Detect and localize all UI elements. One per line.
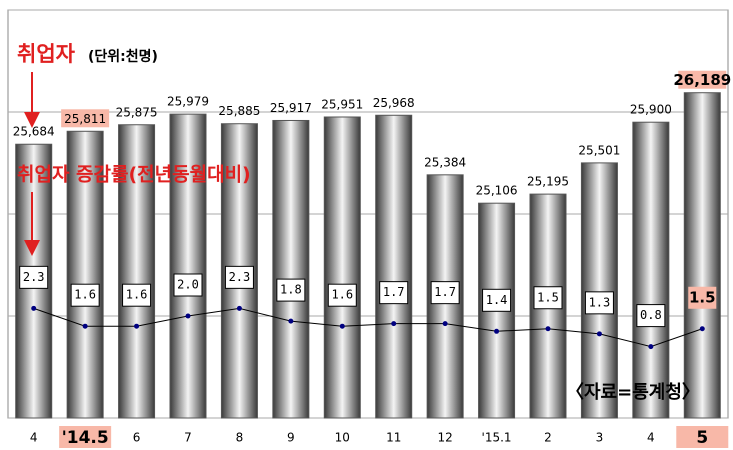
label-box bbox=[173, 273, 203, 297]
line-label: 2.0 bbox=[177, 278, 199, 292]
line-label: 1.7 bbox=[434, 285, 456, 299]
label-box bbox=[224, 265, 254, 289]
bar-label: 25,384 bbox=[424, 155, 466, 169]
point bbox=[494, 328, 500, 334]
label-box bbox=[430, 281, 460, 305]
label-box bbox=[533, 286, 563, 310]
bar bbox=[632, 121, 670, 419]
point bbox=[134, 323, 140, 329]
point bbox=[391, 321, 397, 327]
point bbox=[648, 344, 654, 350]
bar-label: 25,875 bbox=[116, 105, 158, 119]
bar-label: 25,501 bbox=[578, 143, 620, 157]
x-tick-label: '14.5 bbox=[62, 428, 109, 448]
label-highlight bbox=[676, 426, 729, 448]
line-label: 1.5 bbox=[537, 290, 559, 304]
x-tick-label: 6 bbox=[133, 431, 141, 445]
x-tick-label: 2 bbox=[544, 431, 552, 445]
label-box bbox=[482, 288, 512, 312]
bar bbox=[580, 162, 618, 419]
bar bbox=[272, 119, 310, 419]
bar-label: 25,951 bbox=[321, 97, 363, 111]
bar-label: 25,900 bbox=[630, 103, 672, 117]
label-box bbox=[122, 283, 152, 307]
point bbox=[596, 331, 602, 337]
x-tick-label: '15.1 bbox=[482, 431, 512, 445]
bar bbox=[118, 124, 156, 419]
bar bbox=[323, 116, 361, 419]
annotation: 〈자료=통계청〉 bbox=[566, 382, 700, 403]
point bbox=[545, 326, 551, 332]
bar-label: 25,917 bbox=[270, 101, 312, 115]
annotation: (단위:천명) bbox=[88, 48, 158, 65]
x-tick-label: 8 bbox=[236, 431, 244, 445]
x-tick-label: 4 bbox=[647, 431, 655, 445]
label-box bbox=[70, 283, 100, 307]
line-label: 1.3 bbox=[589, 295, 611, 309]
point bbox=[442, 321, 448, 327]
point bbox=[185, 313, 191, 319]
x-tick-label: 5 bbox=[696, 428, 708, 448]
bar bbox=[683, 92, 721, 419]
point bbox=[31, 305, 37, 311]
x-tick-label: 9 bbox=[287, 431, 295, 445]
line bbox=[33, 307, 703, 348]
line-label: 1.6 bbox=[331, 288, 353, 302]
line-label: 1.7 bbox=[383, 285, 405, 299]
line-label: 1.5 bbox=[689, 288, 716, 306]
label-highlight bbox=[59, 426, 112, 448]
point bbox=[699, 326, 705, 332]
point bbox=[288, 318, 294, 324]
x-tick-label: 10 bbox=[335, 431, 350, 445]
label-box bbox=[276, 278, 306, 302]
line-label: 1.6 bbox=[74, 288, 96, 302]
point bbox=[236, 305, 242, 311]
point bbox=[82, 323, 88, 329]
x-tick-label: 7 bbox=[184, 431, 192, 445]
annotation: 취업자 bbox=[17, 42, 76, 66]
bar-label: 26,189 bbox=[673, 71, 731, 89]
x-tick-label: 4 bbox=[30, 431, 38, 445]
line-label: 1.8 bbox=[280, 283, 302, 297]
label-box bbox=[19, 265, 49, 289]
label-box bbox=[688, 286, 717, 309]
bar-label: 25,811 bbox=[64, 112, 106, 126]
line-label: 2.3 bbox=[229, 270, 251, 284]
label-box bbox=[636, 304, 666, 328]
bar-label: 25,195 bbox=[527, 175, 569, 189]
line-label: 1.4 bbox=[486, 293, 508, 307]
bar bbox=[169, 113, 207, 419]
label-highlight bbox=[678, 70, 727, 89]
bar-label: 25,968 bbox=[373, 96, 415, 110]
label-highlight bbox=[61, 109, 110, 128]
x-tick-label: 3 bbox=[596, 431, 604, 445]
line-label: 2.3 bbox=[23, 270, 45, 284]
label-box bbox=[584, 291, 614, 315]
x-tick-label: 11 bbox=[386, 431, 401, 445]
bar-label: 25,885 bbox=[218, 104, 260, 118]
bar-label: 25,979 bbox=[167, 95, 209, 109]
bar bbox=[375, 114, 413, 419]
bar-label: 25,106 bbox=[476, 184, 518, 198]
bar bbox=[66, 130, 104, 419]
label-box bbox=[379, 281, 409, 305]
line-label: 1.6 bbox=[126, 288, 148, 302]
label-box bbox=[327, 283, 357, 307]
line-label: 0.8 bbox=[640, 308, 662, 322]
bar-label: 25,684 bbox=[13, 125, 55, 139]
annotation: 취업자 증감률(전년동월대비) bbox=[17, 164, 251, 186]
x-tick-label: 12 bbox=[438, 431, 453, 445]
point bbox=[339, 323, 345, 329]
